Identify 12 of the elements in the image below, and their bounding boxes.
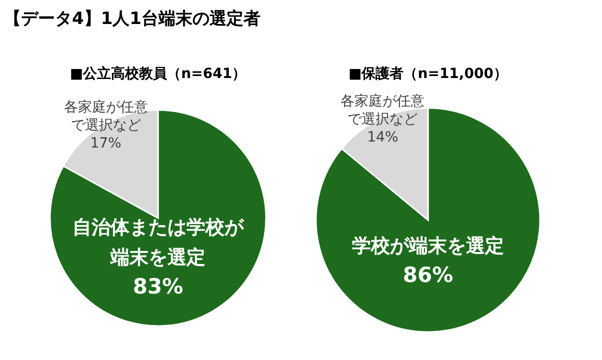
chart-subtitle: ■公立高校教員（n=641） [70,65,246,82]
chart-subtitle: ■保護者（n=11,000） [348,65,508,82]
data-label: 17% [90,136,122,152]
slice-label: 学校が端末を選定 [352,235,504,258]
chart-title: 【データ4】1人1台端末の選定者 [4,9,260,29]
data-label: 14% [367,130,398,146]
slice-label: 各家庭が任意で選択など [340,94,425,128]
pie-slice [315,107,541,333]
data-label: 83% [132,274,184,298]
slice-label: 各家庭が任意で選択など [64,100,148,134]
slice-label: 自治体または学校が端末を選定 [72,216,244,268]
data-label: 86% [402,263,454,288]
